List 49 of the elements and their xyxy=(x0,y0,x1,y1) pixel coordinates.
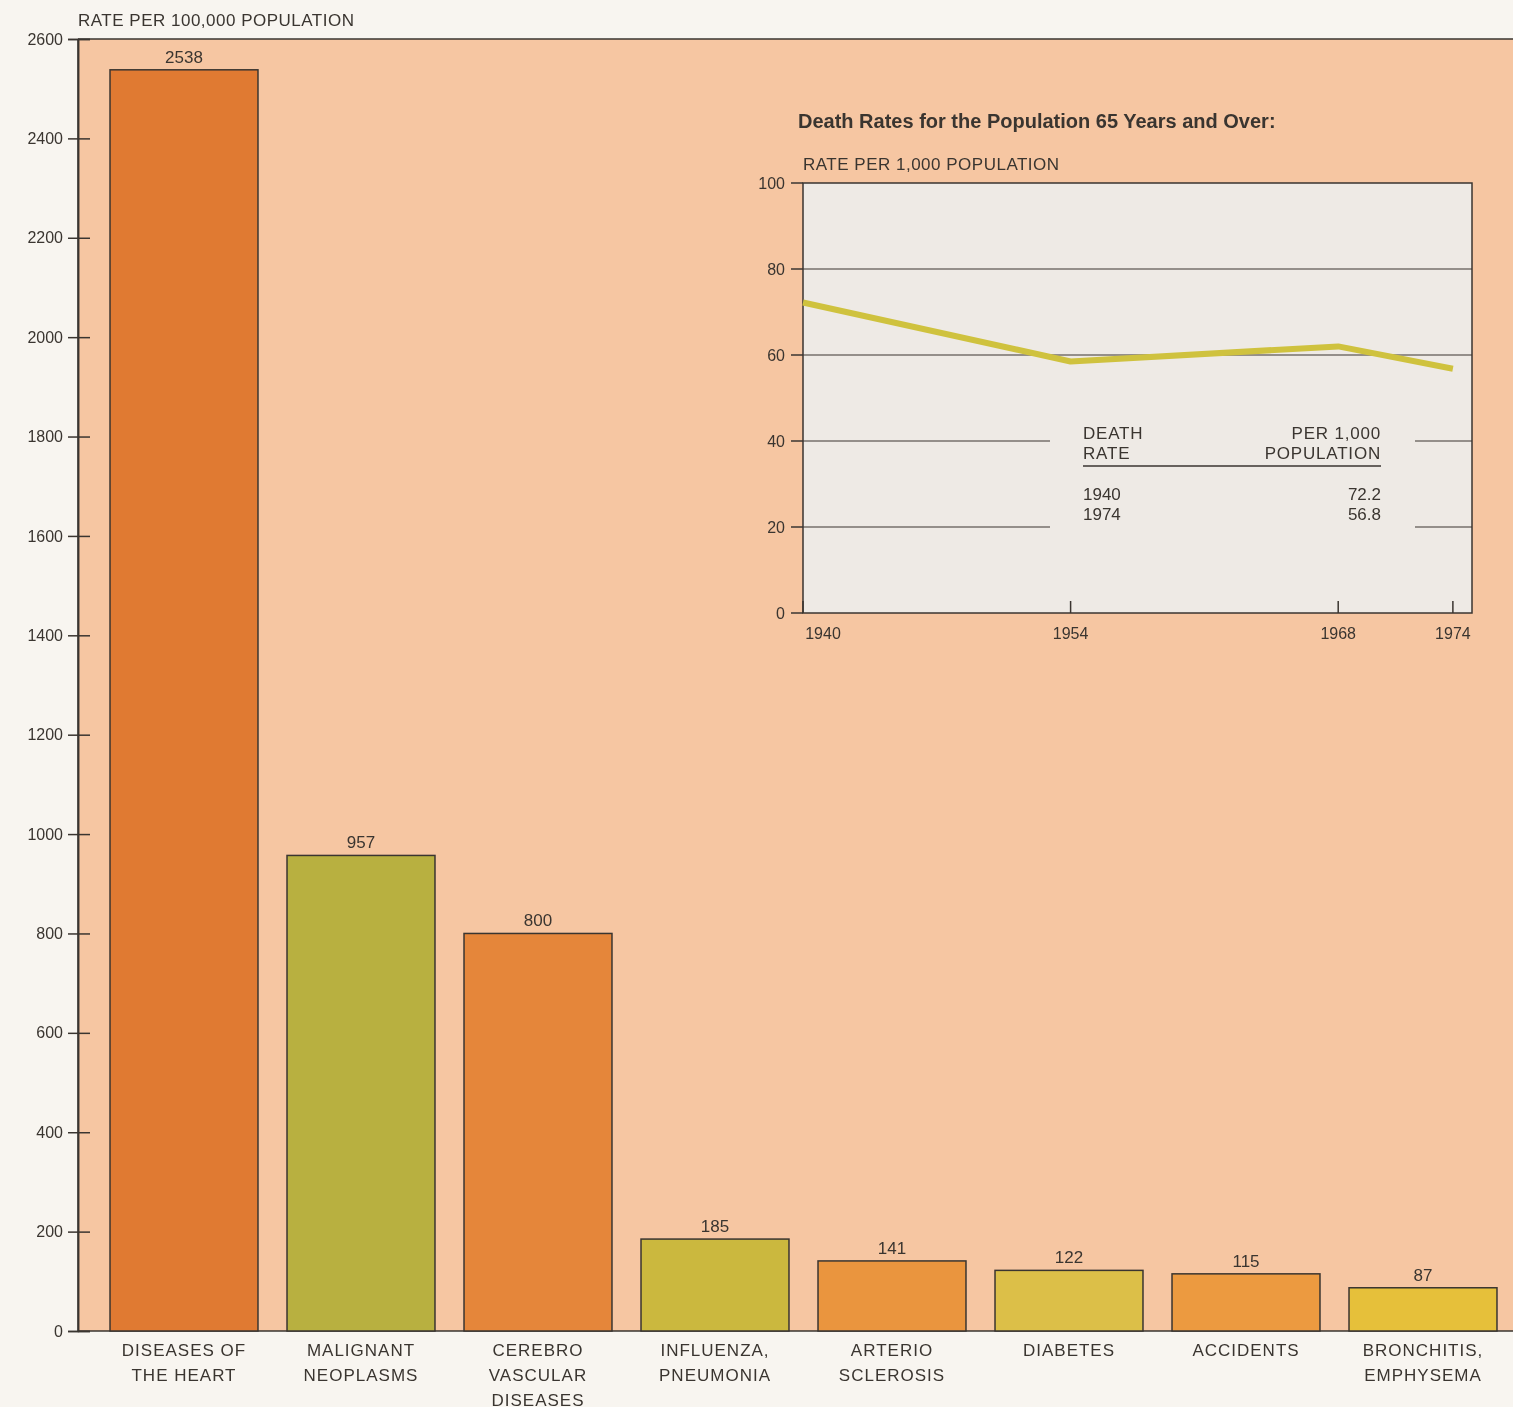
y-tick-label: 80 xyxy=(767,260,786,278)
y-tick-label: 400 xyxy=(36,1123,64,1141)
y-tick-label: 40 xyxy=(767,432,786,450)
x-tick-label: INFLUENZA, PNEUMONIA xyxy=(659,1341,771,1385)
y-tick-label: 1200 xyxy=(27,726,64,744)
y-tick-label: 1800 xyxy=(27,428,64,446)
y-tick-label: 2400 xyxy=(27,130,64,147)
x-tick-label: ACCIDENTS xyxy=(1192,1341,1300,1360)
data-label: 957 xyxy=(346,833,376,853)
y-tick-label: 600 xyxy=(36,1024,64,1042)
x-tick-label: 1940 xyxy=(805,625,841,642)
annotation: PER 1,000 POPULATION xyxy=(1264,424,1381,463)
y-tick-label: 1600 xyxy=(27,527,64,545)
data-label: 2538 xyxy=(165,47,203,67)
x-tick-label: MALIGNANT NEOPLASMS xyxy=(303,1341,419,1385)
y-axis-title: RATE PER 100,000 POPULATION xyxy=(78,11,355,30)
data-label: 800 xyxy=(523,911,553,931)
data-label: 115 xyxy=(1232,1251,1260,1271)
x-tick-label: DIABETES xyxy=(1022,1341,1116,1360)
y-axis-title: RATE PER 1,000 POPULATION xyxy=(803,155,1060,174)
data-label: 122 xyxy=(1054,1248,1084,1268)
y-tick-label: 1000 xyxy=(27,825,64,843)
x-tick-label: CEREBRO VASCULAR DISEASES xyxy=(488,1341,588,1407)
x-tick-label: DISEASES OF THE HEART xyxy=(121,1341,247,1385)
annotation: 1974 xyxy=(1083,505,1121,524)
annotation: 72.2 xyxy=(1347,485,1381,504)
annotation: 1940 xyxy=(1083,485,1121,504)
x-tick-label: 1974 xyxy=(1435,625,1471,642)
annotation: 56.8 xyxy=(1347,505,1381,524)
x-tick-label: 1968 xyxy=(1320,625,1357,642)
data-label: 87 xyxy=(1413,1265,1433,1285)
y-tick-label: 0 xyxy=(776,604,786,622)
y-tick-label: 20 xyxy=(767,518,786,536)
y-tick-label: 2000 xyxy=(27,328,64,346)
y-tick-label: 800 xyxy=(36,925,64,943)
annotation: DEATH RATE xyxy=(1083,424,1144,463)
chart-title: Death Rates for the Population 65 Years and Over: xyxy=(798,110,1276,132)
y-tick-label: 2600 xyxy=(27,30,64,48)
x-tick-label: ARTERIO SCLEROSIS xyxy=(838,1341,946,1385)
data-label: 141 xyxy=(877,1238,907,1258)
y-tick-label: 1400 xyxy=(27,626,64,644)
x-tick-label: 1954 xyxy=(1052,625,1089,642)
y-tick-label: 0 xyxy=(54,1322,64,1340)
y-tick-label: 200 xyxy=(36,1223,64,1241)
x-tick-label: BRONCHITIS, EMPHYSEMA xyxy=(1362,1341,1484,1385)
data-label: 185 xyxy=(700,1217,730,1237)
y-tick-label: 100 xyxy=(758,174,786,192)
y-tick-label: 60 xyxy=(767,346,786,364)
y-tick-label: 2200 xyxy=(27,229,64,247)
